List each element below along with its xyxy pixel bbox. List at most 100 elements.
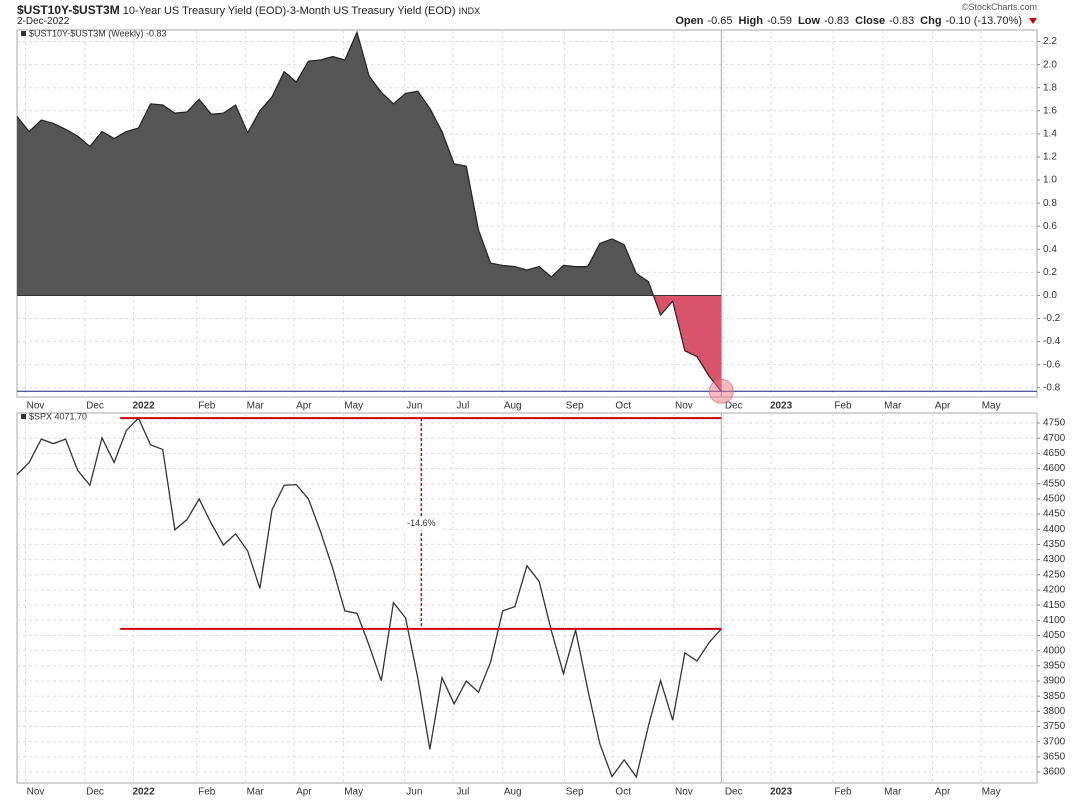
x-tick-label: 2023 xyxy=(770,401,793,412)
y-tick-label: 2.2 xyxy=(1043,36,1057,47)
legend: $SPX 4071.70 xyxy=(29,411,87,421)
y-tick-label: 4550 xyxy=(1043,478,1066,489)
chart-header: $UST10Y-$UST3M 10-Year US Treasury Yield… xyxy=(0,0,1080,30)
x-tick-label: Nov xyxy=(27,401,45,412)
legend: $UST10Y-$UST3M (Weekly) -0.83 xyxy=(29,28,167,38)
x-tick-label: May xyxy=(982,787,1001,798)
x-tick-label: May xyxy=(344,401,363,412)
legend-swatch xyxy=(21,414,26,419)
y-tick-label: -0.8 xyxy=(1043,382,1061,393)
ohlc-value: -0.59 xyxy=(766,15,793,27)
symbol: $UST10Y-$UST3M xyxy=(17,3,120,17)
y-tick-label: -0.2 xyxy=(1043,313,1061,324)
y-tick-label: -0.6 xyxy=(1043,359,1061,370)
title-line: $UST10Y-$UST3M 10-Year US Treasury Yield… xyxy=(17,3,480,17)
y-tick-label: 1.0 xyxy=(1043,175,1057,186)
ohlc-label: Low xyxy=(798,15,821,27)
ohlc-value: -0.83 xyxy=(824,15,850,27)
y-tick-label: 4350 xyxy=(1043,539,1066,550)
x-tick-label: 2023 xyxy=(770,787,793,798)
y-tick-label: 4450 xyxy=(1043,509,1066,520)
y-tick-label: 4050 xyxy=(1043,630,1066,641)
area-negative xyxy=(653,295,722,392)
ohlc-label: Chg xyxy=(920,15,942,27)
last-point-highlight xyxy=(708,378,734,404)
measure-label: -14.6% xyxy=(407,518,436,528)
y-tick-label: 3800 xyxy=(1043,706,1066,717)
ohlc-label: Open xyxy=(675,15,704,27)
y-tick-label: 4700 xyxy=(1043,433,1066,444)
y-tick-label: 3950 xyxy=(1043,660,1066,671)
x-tick-label: May xyxy=(982,401,1001,412)
x-tick-label: Jul xyxy=(457,787,470,798)
x-tick-label: Dec xyxy=(725,401,743,412)
x-tick-label: Sep xyxy=(566,401,584,412)
x-tick-label: Oct xyxy=(615,787,631,798)
x-tick-label: 2022 xyxy=(132,401,155,412)
x-tick-label: Mar xyxy=(247,787,265,798)
x-tick-label: Feb xyxy=(198,787,216,798)
ohlc-value: -0.65 xyxy=(707,15,733,27)
y-tick-label: 4300 xyxy=(1043,554,1066,565)
series-line xyxy=(16,417,722,779)
x-tick-label: Mar xyxy=(884,401,902,412)
y-tick-label: 4100 xyxy=(1043,615,1066,626)
instrument-name: 10-Year US Treasury Yield (EOD)-3-Month … xyxy=(122,5,456,17)
date: 2-Dec-2022 xyxy=(17,16,70,27)
x-tick-label: May xyxy=(344,787,363,798)
x-tick-label: Feb xyxy=(198,401,216,412)
x-tick-label: Jul xyxy=(457,401,470,412)
down-arrow xyxy=(1029,18,1037,24)
x-tick-label: Apr xyxy=(296,787,312,798)
series-line xyxy=(16,30,722,392)
plot-frame xyxy=(16,412,1038,784)
y-tick-label: 4200 xyxy=(1043,585,1066,596)
measure-label-bg xyxy=(401,516,442,531)
x-tick-label: Dec xyxy=(86,787,104,798)
x-tick-label: Apr xyxy=(296,401,312,412)
x-tick-label: Oct xyxy=(615,401,631,412)
x-tick-label: Dec xyxy=(725,787,743,798)
x-tick-label: Jun xyxy=(406,787,422,798)
y-tick-label: 4500 xyxy=(1043,494,1066,505)
y-tick-label: 0.6 xyxy=(1043,221,1057,232)
ohlc-value: -0.10 (-13.70%) xyxy=(945,15,1022,27)
y-tick-label: 1.6 xyxy=(1043,105,1057,116)
y-tick-label: 3850 xyxy=(1043,691,1066,702)
credit: ©StockCharts.com xyxy=(961,2,1037,12)
x-tick-label: Nov xyxy=(675,401,693,412)
y-tick-label: 1.4 xyxy=(1043,129,1057,140)
x-tick-label: Mar xyxy=(247,401,265,412)
y-tick-label: 0.4 xyxy=(1043,244,1057,255)
x-tick-label: Dec xyxy=(86,401,104,412)
x-tick-label: Aug xyxy=(504,401,522,412)
y-tick-label: 4000 xyxy=(1043,645,1066,656)
x-tick-label: 2022 xyxy=(132,787,155,798)
legend-swatch xyxy=(21,31,26,36)
y-tick-label: 4400 xyxy=(1043,524,1066,535)
ohlc-label: High xyxy=(738,15,763,27)
x-tick-label: Nov xyxy=(27,787,45,798)
x-tick-label: Mar xyxy=(884,787,902,798)
y-tick-label: 4250 xyxy=(1043,569,1066,580)
y-tick-label: 2.0 xyxy=(1043,59,1057,70)
y-tick-label: 3750 xyxy=(1043,721,1066,732)
y-tick-label: 4650 xyxy=(1043,448,1066,459)
x-tick-label: Apr xyxy=(935,401,951,412)
x-tick-label: Feb xyxy=(834,787,852,798)
y-tick-label: 4750 xyxy=(1043,418,1066,429)
x-tick-label: Apr xyxy=(935,787,951,798)
ohlc: Open -0.65 High -0.59 Low -0.83 Close -0.83 Chg -… xyxy=(675,15,1028,27)
ohlc-value: -0.83 xyxy=(889,15,915,27)
y-tick-label: 0.2 xyxy=(1043,267,1057,278)
x-tick-label: Aug xyxy=(504,787,522,798)
x-tick-label: Feb xyxy=(834,401,852,412)
exchange: INDX xyxy=(458,6,481,16)
x-tick-label: Nov xyxy=(675,787,693,798)
y-tick-label: 3700 xyxy=(1043,736,1066,747)
y-tick-label: 3600 xyxy=(1043,767,1066,778)
y-tick-label: -0.4 xyxy=(1043,336,1061,347)
y-tick-label: 0.0 xyxy=(1043,290,1057,301)
